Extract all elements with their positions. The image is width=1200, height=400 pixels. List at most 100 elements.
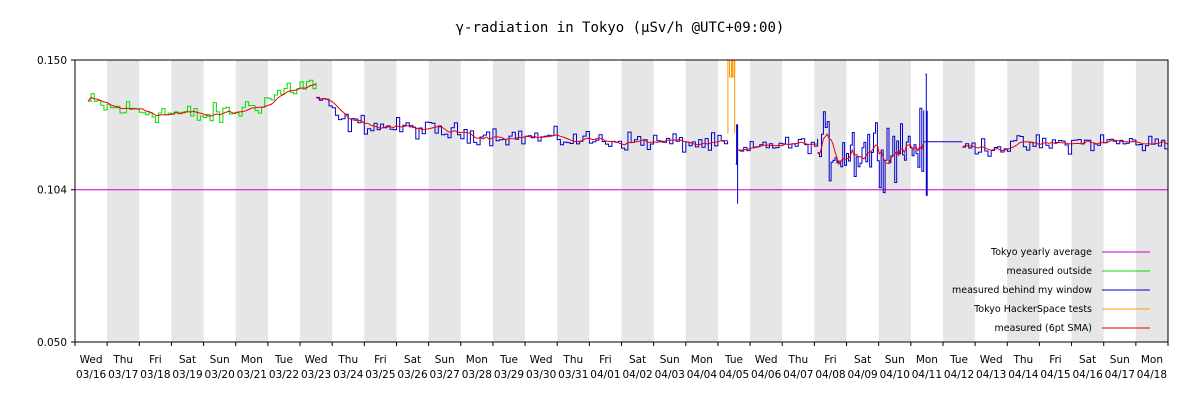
day-band [300,60,333,342]
day-band [685,60,718,342]
x-tick-dow: Sat [854,354,871,366]
series-measured-window [316,73,1169,204]
series-hackerspace-tests [727,59,736,134]
x-tick-dow: Thu [562,354,583,366]
x-tick-dow: Sun [885,354,905,366]
x-tick-dow: Thu [1012,354,1033,366]
outside-line [87,79,317,124]
day-band [235,60,268,342]
x-tick-date: 04/02 [622,369,652,381]
day-band [492,60,526,342]
y-tick-label: 0.150 [37,55,67,67]
x-tick-date: 03/17 [108,369,138,381]
x-tick-date: 04/13 [976,369,1006,381]
x-tick-date: 04/15 [1040,369,1070,381]
x-tick-dow: Sat [1079,354,1096,366]
x-tick-dow: Fri [374,354,387,366]
x-tick-date: 04/03 [655,369,685,381]
day-band [621,60,654,342]
x-tick-dow: Mon [916,354,938,366]
x-tick-dow: Fri [599,354,612,366]
window-line-segment [817,107,925,194]
x-tick-dow: Wed [80,354,103,366]
sma-line-window [315,96,728,146]
x-tick-date: 03/16 [76,369,107,381]
day-band [814,60,847,342]
series-sma [87,83,1169,166]
x-tick-dow: Mon [466,354,488,366]
x-tick-date: 03/19 [172,369,202,381]
legend: Tokyo yearly average measured outside meas… [952,247,1150,334]
legend-label: Tokyo HackerSpace tests [973,304,1092,315]
day-band [942,60,976,342]
x-tick-date: 03/26 [397,369,428,381]
legend-label: measured behind my window [952,285,1092,296]
x-tick-date: 04/04 [687,369,718,381]
day-band [107,60,140,342]
x-tick-dow: Fri [149,354,162,366]
x-tick-dow: Thu [787,354,808,366]
y-tick-label: 0.104 [37,185,67,197]
x-tick-date: 04/10 [880,369,910,381]
x-tick-dow: Mon [241,354,263,366]
x-tick-date: 04/08 [815,369,845,381]
x-tick-date: 04/01 [590,369,620,381]
x-tick-date: 03/29 [494,369,524,381]
day-bands [107,60,1168,342]
x-tick-dow: Sat [629,354,646,366]
x-tick-date: 03/30 [526,369,556,381]
x-tick-date: 03/18 [140,369,170,381]
day-band [1007,60,1040,342]
x-tick-dow: Tue [949,354,968,366]
x-tick-dow: Sun [660,354,680,366]
sma-line-window [737,141,818,152]
x-tick-date: 04/11 [912,369,942,381]
x-tick-date: 03/20 [205,369,235,381]
x-tick-date: 04/14 [1008,369,1039,381]
hackerspace-line [727,59,736,134]
day-band [428,60,461,342]
x-tick-dow: Mon [1141,354,1163,366]
x-tick-date: 04/05 [719,369,749,381]
sma-line-window [817,133,925,166]
x-tick-date: 04/06 [751,369,782,381]
x-tick-date: 03/21 [237,369,267,381]
x-tick-date: 04/17 [1105,369,1135,381]
day-band [1071,60,1104,342]
y-tick-label: 0.050 [37,337,67,349]
y-ticks: 0.150 0.104 0.050 [37,55,75,349]
legend-label: measured (6pt SMA) [995,323,1092,334]
x-tick-dow: Wed [305,354,328,366]
x-tick-date: 03/31 [558,369,588,381]
x-ticks: Wed 03/16 Thu 03/17 Fri 03/18 Sat 03/19 Sun 03/20… [74,342,1169,381]
window-line-segment [962,134,1169,157]
x-tick-date: 04/18 [1137,369,1167,381]
window-line-spike [925,73,928,196]
day-band [557,60,590,342]
x-tick-dow: Sat [179,354,196,366]
window-line-segment [316,96,729,153]
x-tick-date: 03/22 [269,369,299,381]
window-line-segment [737,136,819,155]
x-tick-date: 04/12 [944,369,974,381]
x-tick-dow: Sat [404,354,421,366]
window-line-spike [735,124,739,204]
x-tick-date: 03/23 [301,369,331,381]
x-tick-date: 03/25 [365,369,395,381]
sma-line-outside [87,83,317,117]
x-tick-dow: Thu [112,354,133,366]
day-band [171,60,204,342]
day-band [364,60,397,342]
x-tick-dow: Tue [724,354,743,366]
x-tick-date: 04/07 [783,369,813,381]
x-tick-dow: Wed [755,354,778,366]
x-tick-dow: Sun [210,354,230,366]
x-tick-dow: Wed [530,354,553,366]
x-tick-date: 03/24 [333,369,364,381]
x-tick-dow: Mon [691,354,713,366]
x-tick-date: 04/16 [1072,369,1103,381]
day-band [1135,60,1168,342]
x-tick-date: 03/27 [430,369,460,381]
